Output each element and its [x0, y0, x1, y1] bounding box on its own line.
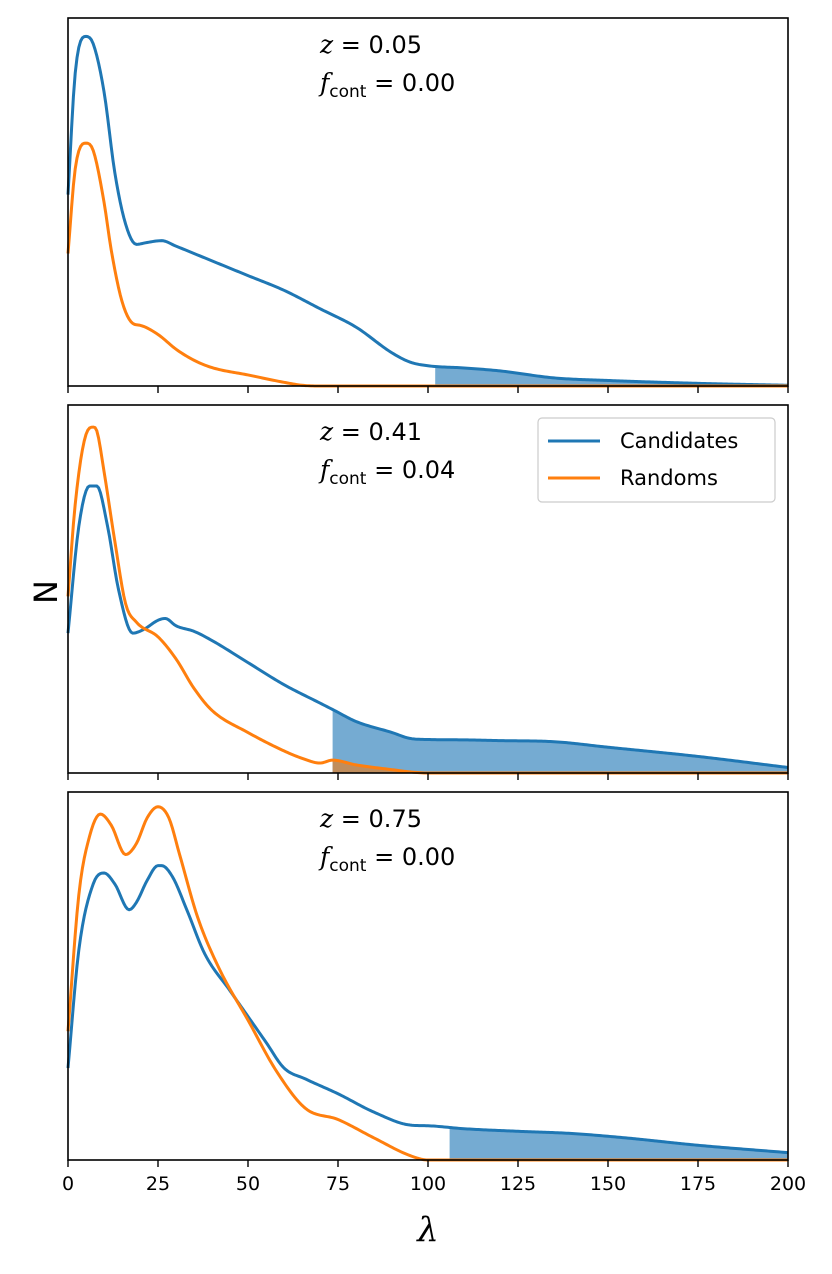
annotation-fcont: fcont = 0.04: [318, 455, 455, 489]
series-line-randoms: [66, 141, 788, 388]
x-tick-label: 150: [590, 1173, 626, 1195]
x-axis-label: λ: [415, 1210, 439, 1250]
x-tick-label: 100: [410, 1173, 446, 1195]
annotation-redshift: z = 0.05: [319, 30, 422, 59]
x-tick-label: 75: [326, 1173, 350, 1195]
annotation-fcont: fcont = 0.00: [318, 842, 455, 876]
shaded-tail-candidates: [449, 1127, 788, 1160]
shaded-tail-candidates: [332, 709, 788, 773]
panel-2: z = 0.41 fcont = 0.04: [66, 404, 789, 780]
annotation-redshift: z = 0.41: [319, 417, 422, 446]
legend-frame: [537, 417, 776, 503]
panels-layer: z = 0.05 fcont = 0.00 z = 0.41 fcont = 0.04…: [62, 17, 806, 1195]
x-tick-label: 125: [500, 1173, 536, 1195]
x-tick-label: 50: [236, 1173, 260, 1195]
x-tick-label: 175: [680, 1173, 716, 1195]
annotation-redshift: z = 0.75: [319, 804, 422, 833]
x-tick-label: 0: [62, 1173, 74, 1195]
series-line-candidates: [66, 34, 789, 387]
legend-label-candidates: Candidates: [620, 429, 738, 453]
y-axis-label: N: [27, 580, 65, 604]
legend: Candidates Randoms: [537, 417, 776, 503]
shaded-tail-randoms: [332, 760, 788, 773]
panel-1: z = 0.05 fcont = 0.00: [66, 17, 789, 393]
x-tick-label: 200: [770, 1173, 806, 1195]
annotation-fcont: fcont = 0.00: [318, 68, 455, 102]
legend-label-randoms: Randoms: [620, 466, 718, 490]
panel-3: 0 25 50 75 100 125 150 175 200 z = 0.75 fcont = 0.…: [62, 791, 806, 1195]
series-line-candidates: [66, 484, 789, 769]
x-tick-label: 25: [146, 1173, 170, 1195]
shaded-tail-candidates: [435, 366, 788, 386]
series-line-candidates: [66, 864, 789, 1155]
axis-labels: N λ: [27, 580, 439, 1250]
